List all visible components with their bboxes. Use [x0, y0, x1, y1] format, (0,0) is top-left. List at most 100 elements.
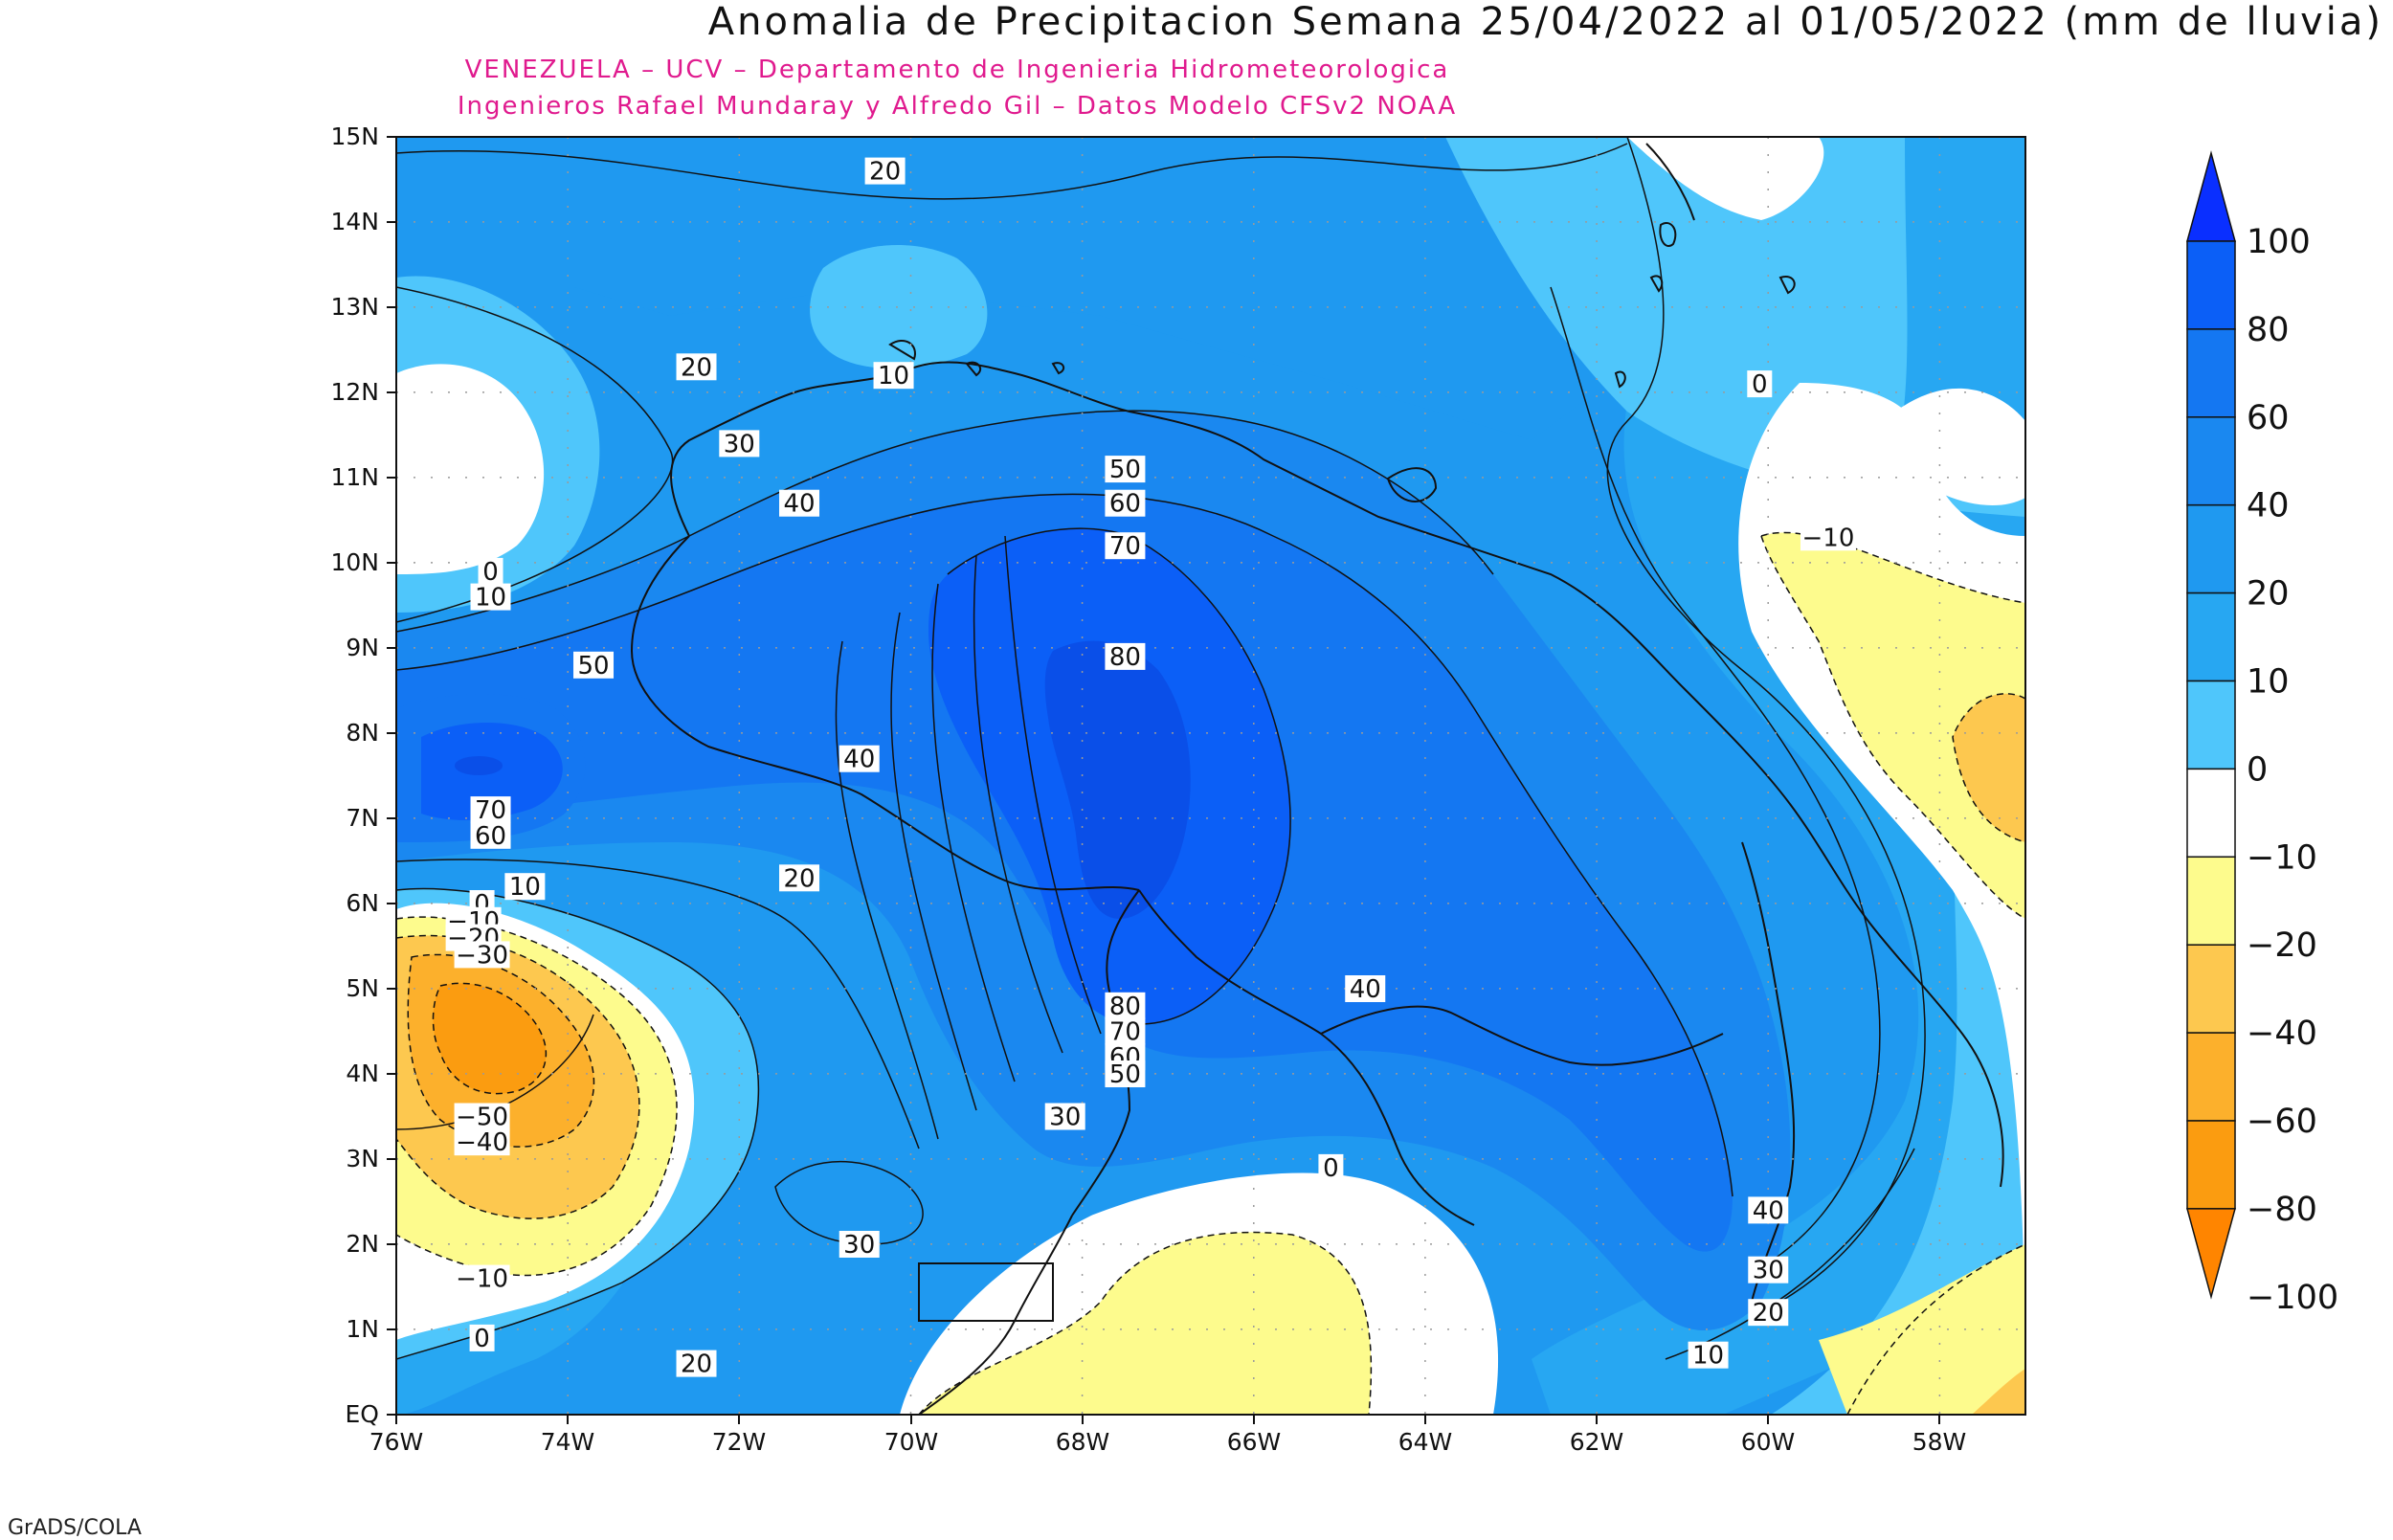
contour-label-box [873, 362, 914, 390]
contour-label-box [470, 796, 511, 824]
contour-label-box [1748, 1299, 1789, 1327]
colorbar-label: 0 [2247, 750, 2268, 789]
contour-label-box [1318, 1153, 1344, 1181]
lat-label: 6N [346, 889, 379, 917]
colorbar-label: 100 [2247, 223, 2311, 261]
lon-label: 76W [369, 1428, 424, 1456]
colorbar-swatch [2186, 944, 2236, 1034]
lon-label: 74W [541, 1428, 595, 1456]
colorbar-swatch [2186, 856, 2236, 946]
lon-label: 58W [1912, 1428, 1967, 1456]
colorbar-swatch [2186, 591, 2236, 682]
contour-label-box [1345, 975, 1386, 1002]
contour-label-box [469, 1324, 495, 1351]
anomaly-field [396, 137, 2025, 1415]
contour-label: 10 [475, 584, 506, 613]
colorbar-swatch [2186, 1032, 2236, 1122]
colorbar-swatch [2186, 680, 2236, 770]
contour-label-box [454, 1103, 510, 1130]
colorbar-label: −100 [2247, 1279, 2338, 1317]
contour-label: 0 [482, 558, 499, 587]
contour-label-box [864, 157, 906, 185]
colorbar-label: −10 [2247, 838, 2317, 877]
contour-label: 30 [1049, 1104, 1081, 1132]
colorbar-label: 40 [2247, 487, 2290, 525]
contour-label-box [676, 353, 717, 381]
contour-label: 50 [1109, 456, 1141, 484]
contour-label: 20 [783, 864, 815, 893]
contour-label: 60 [1109, 490, 1141, 519]
contour-label-box [1105, 992, 1146, 1019]
map-title: Anomalia de Precipitacion Semana 25/04/2… [707, 0, 2383, 44]
lon-label: 62W [1570, 1428, 1624, 1456]
contour-label: −40 [456, 1128, 508, 1157]
colorbar-swatch [2186, 240, 2236, 330]
colorbar-label: 60 [2247, 399, 2290, 437]
contour-label-box [779, 489, 820, 517]
colorbar-swatch [2186, 1120, 2236, 1210]
contour-label: 20 [1753, 1299, 1784, 1328]
contour-label-box [1747, 370, 1773, 398]
lat-label: 9N [346, 634, 379, 661]
colorbar-label: −20 [2247, 926, 2317, 965]
lat-label: 14N [330, 208, 379, 235]
contour-label-box [1688, 1341, 1729, 1369]
contour-label-box [470, 583, 511, 611]
contour-label: 20 [681, 1350, 712, 1379]
colorbar-swatch [2186, 503, 2236, 594]
contour-label-box [839, 1231, 880, 1258]
lat-label: 4N [346, 1060, 379, 1087]
contour-label: 40 [1350, 975, 1381, 1004]
colorbar-swatch [2186, 768, 2236, 859]
latitude-axis: 15N 14N 13N 12N 11N 10N 9N 8N 7N 6N 5N 4… [330, 123, 379, 1428]
lat-label: 13N [330, 293, 379, 321]
contour-label: 20 [869, 158, 901, 187]
contour-label: 20 [681, 353, 712, 382]
contour-label: 0 [1752, 370, 1768, 399]
lat-label: 15N [330, 123, 379, 150]
contour-label-box [676, 1350, 717, 1377]
lat-label: 1N [346, 1315, 379, 1343]
contour-label-box [1748, 1256, 1789, 1283]
lat-label: 5N [346, 974, 379, 1002]
contour-label: 70 [475, 796, 506, 825]
contour-label: 80 [1109, 643, 1141, 672]
map-subtitle-line2: Ingenieros Rafael Mundaray y Alfredo Gil… [457, 92, 1458, 121]
colorbar-label: −60 [2247, 1103, 2317, 1141]
contour-label-box [470, 821, 511, 849]
colorbar-bottom-arrow [2186, 1208, 2236, 1300]
contour-label-box [1105, 532, 1146, 560]
contour-label: 70 [1109, 532, 1141, 561]
colorbar-label: 20 [2247, 575, 2290, 614]
lon-label: 60W [1741, 1428, 1796, 1456]
lat-label: 3N [346, 1145, 379, 1172]
colorbar-label: −40 [2247, 1015, 2317, 1053]
colorbar-label: −80 [2247, 1191, 2317, 1229]
contour-label-box [454, 1128, 510, 1156]
contour-label: 0 [1323, 1154, 1339, 1183]
contour-label-box [454, 1264, 510, 1292]
colorbar-swatch [2186, 328, 2236, 418]
contour-label: −10 [456, 1265, 508, 1294]
footer-credit: GrADS/COLA [8, 1516, 142, 1540]
lat-label: 8N [346, 719, 379, 747]
contour-label-box [779, 864, 820, 892]
contour-label: 80 [1109, 993, 1141, 1021]
contour-label: −30 [456, 941, 508, 970]
contour-labels: 2010203040506070800105040706020010−10−20… [445, 157, 1856, 1379]
colorbar-label: 10 [2247, 663, 2290, 702]
contour-label: 50 [577, 652, 609, 681]
contour-label: 10 [509, 873, 541, 902]
lat-label: 7N [346, 804, 379, 832]
contour-label-box [478, 557, 503, 585]
contour-label: 30 [1753, 1257, 1784, 1285]
contour-label: 10 [1692, 1342, 1724, 1371]
contour-label-box [504, 873, 546, 901]
lon-label: 64W [1398, 1428, 1453, 1456]
contour-label: 10 [878, 362, 909, 391]
contour-label-box [1105, 1060, 1146, 1087]
contour-label: 40 [843, 746, 875, 774]
map-frame [395, 136, 2026, 1416]
